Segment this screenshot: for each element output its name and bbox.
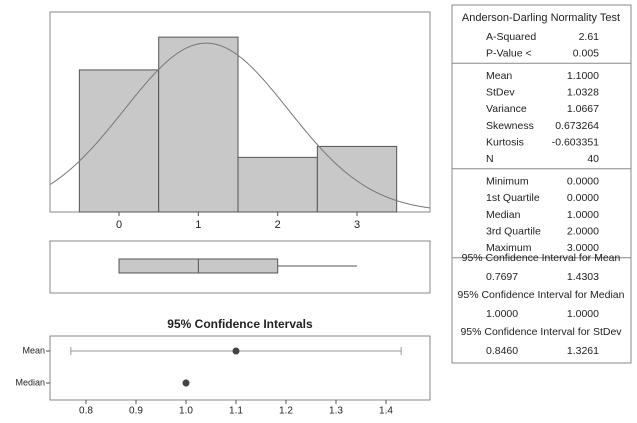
- interval-high: 1.0000: [567, 308, 599, 320]
- stat-label: 1st Quartile: [486, 192, 540, 204]
- ci-title: 95% Confidence Intervals: [167, 317, 313, 331]
- stat-value: 0.005: [573, 47, 599, 59]
- stat-value: 0.0000: [567, 176, 599, 188]
- stat-value: 2.0000: [567, 225, 599, 237]
- summary-title: Anderson-Darling Normality Test: [462, 12, 620, 24]
- stat-label: Kurtosis: [486, 136, 524, 148]
- stat-label: Minimum: [486, 176, 529, 188]
- stat-value: -0.603351: [552, 136, 599, 148]
- summary-panel: [451, 4, 632, 364]
- stat-value: 1.1000: [567, 70, 599, 82]
- histogram-bar: [158, 36, 239, 213]
- histogram-bar: [316, 145, 398, 213]
- stat-label: A-Squared: [486, 31, 536, 43]
- stat-value: 2.61: [579, 31, 600, 43]
- x-tick-label: 3: [354, 219, 360, 231]
- stat-label: Maximum: [486, 242, 532, 254]
- stat-value: 3.0000: [567, 242, 599, 254]
- interval-label: 95% Confidence Interval for Mean: [462, 252, 621, 264]
- estimate-point: [182, 379, 190, 387]
- interval-label: 95% Confidence Interval for Median: [458, 289, 625, 301]
- estimate-point: [232, 347, 240, 355]
- stat-value: 40: [587, 153, 599, 165]
- stat-label: N: [486, 153, 494, 165]
- x-tick-label: 1.4: [379, 406, 393, 417]
- stat-label: StDev: [486, 87, 515, 99]
- interval-label: 95% Confidence Interval for StDev: [460, 326, 622, 338]
- stat-label: 3rd Quartile: [486, 225, 541, 237]
- x-tick-label: 1.3: [329, 406, 343, 417]
- stat-value: 1.0328: [567, 87, 599, 99]
- x-tick-label: 1.0: [179, 406, 193, 417]
- stat-label: P-Value <: [486, 47, 532, 59]
- histogram-bar: [237, 156, 318, 213]
- stat-label: Skewness: [486, 120, 534, 132]
- x-tick-label: 0.8: [79, 406, 93, 417]
- normal-curve: [49, 42, 431, 209]
- ci-frame: [49, 335, 431, 401]
- x-tick-label: 1.2: [279, 406, 293, 417]
- histogram-bar: [78, 69, 160, 213]
- stat-label: Variance: [486, 103, 527, 115]
- x-tick-label: 1: [195, 219, 201, 231]
- stat-label: Mean: [486, 70, 512, 82]
- stat-label: Median: [486, 209, 521, 221]
- x-tick-label: 2: [275, 219, 281, 231]
- interval-low: 1.0000: [486, 308, 518, 320]
- stat-value: 0.673264: [555, 120, 599, 132]
- x-tick-label: 0.9: [129, 406, 143, 417]
- x-tick-label: 0: [116, 219, 122, 231]
- y-tick-label: Mean: [22, 345, 45, 355]
- interval-low: 0.8460: [486, 345, 518, 357]
- interval-low: 0.7697: [486, 271, 518, 283]
- stat-value: 1.0000: [567, 209, 599, 221]
- x-tick-label: 1.1: [229, 406, 243, 417]
- boxplot-frame: [49, 240, 431, 294]
- stat-value: 0.0000: [567, 192, 599, 204]
- y-tick-label: Median: [15, 377, 45, 387]
- stat-value: 1.0667: [567, 103, 599, 115]
- interval-high: 1.3261: [567, 345, 599, 357]
- interval-high: 1.4303: [567, 271, 599, 283]
